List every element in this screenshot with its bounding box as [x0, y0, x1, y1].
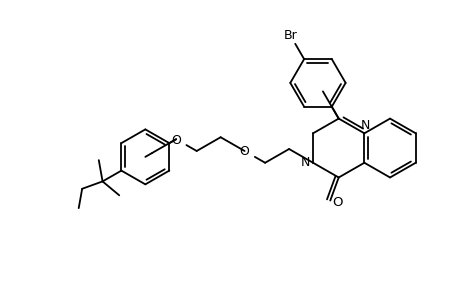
Text: O: O [331, 196, 341, 209]
Text: Br: Br [283, 29, 297, 42]
Text: O: O [171, 134, 180, 147]
Text: N: N [360, 119, 369, 132]
Text: O: O [239, 146, 249, 158]
Text: N: N [300, 156, 309, 169]
